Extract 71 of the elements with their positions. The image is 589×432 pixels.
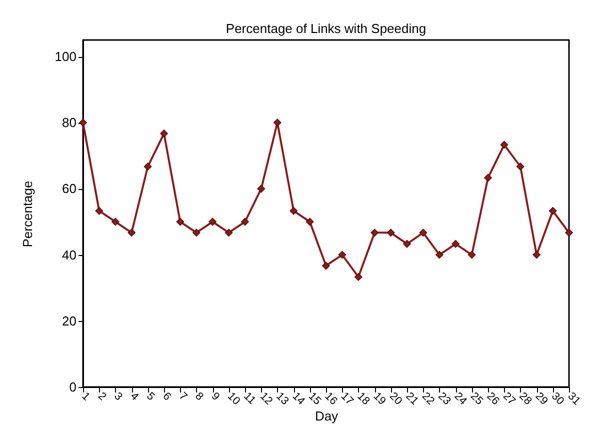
x-tick-label: 11 xyxy=(241,390,258,407)
point xyxy=(322,262,330,270)
point xyxy=(354,273,362,281)
point xyxy=(484,174,492,182)
x-tick-label: 31 xyxy=(565,390,582,408)
x-tick-label: 8 xyxy=(192,390,206,404)
point xyxy=(290,206,298,215)
x-tick-label: 4 xyxy=(128,390,141,404)
point xyxy=(516,162,524,171)
point xyxy=(224,228,233,237)
y-tick-label: 0 xyxy=(69,380,76,394)
point xyxy=(370,228,379,237)
x-tick-label: 23 xyxy=(436,390,453,408)
point xyxy=(500,140,508,149)
point xyxy=(532,250,541,259)
x-tick-label: 3 xyxy=(112,390,124,404)
y-tick-label: 20 xyxy=(62,313,76,328)
x-tick-label: 10 xyxy=(225,390,242,408)
point xyxy=(468,250,476,259)
point xyxy=(419,228,428,237)
point xyxy=(403,240,411,248)
x-tick-label: 18 xyxy=(354,390,372,408)
x-tick-label: 14 xyxy=(290,390,308,408)
x-tick-label: 16 xyxy=(322,390,340,408)
point xyxy=(128,228,136,237)
x-tick-label: 13 xyxy=(274,390,291,408)
point xyxy=(111,218,120,226)
y-tick-label: 100 xyxy=(54,49,76,64)
x-tick-label: 29 xyxy=(532,390,550,408)
point xyxy=(435,250,444,259)
x-tick-label: 19 xyxy=(370,390,388,408)
y-tick-label: 40 xyxy=(62,247,76,262)
x-tick-label: 26 xyxy=(484,390,502,408)
point xyxy=(192,228,200,237)
point xyxy=(452,240,460,248)
x-tick-label: 5 xyxy=(144,390,157,404)
point xyxy=(273,118,282,127)
point xyxy=(160,130,168,138)
point xyxy=(565,228,573,237)
x-tick-label: 7 xyxy=(176,390,190,404)
y-tick-label: 60 xyxy=(62,181,76,196)
point xyxy=(79,118,87,127)
x-tick-label: 25 xyxy=(468,390,486,408)
x-tick-label: 1 xyxy=(79,390,92,404)
point xyxy=(176,218,184,226)
point xyxy=(95,206,104,215)
x-tick-label: 27 xyxy=(500,390,518,408)
y-axis-title: Percentage xyxy=(20,180,35,248)
x-tick-label: 12 xyxy=(257,390,275,408)
x-tick-label: 6 xyxy=(160,390,174,404)
x-tick-label: 20 xyxy=(387,390,404,408)
point xyxy=(144,162,152,171)
y-tick-label: 80 xyxy=(62,115,76,130)
point xyxy=(548,206,557,215)
x-tick-label: 15 xyxy=(306,390,324,408)
x-tick-label: 30 xyxy=(549,390,566,408)
point xyxy=(208,218,217,226)
point xyxy=(257,184,266,193)
x-tick-label: 17 xyxy=(338,390,356,408)
x-tick-label: 9 xyxy=(208,390,222,404)
x-axis-title: Day xyxy=(314,408,339,424)
point xyxy=(306,218,314,226)
x-tick-label: 24 xyxy=(452,390,470,408)
x-tick-label: 22 xyxy=(419,390,437,408)
point xyxy=(386,228,395,237)
x-tick-label: 21 xyxy=(403,390,420,408)
chart-title: Percentage of Links with Speeding xyxy=(226,21,426,36)
x-tick-label: 2 xyxy=(95,390,108,404)
x-tick-label: 28 xyxy=(516,390,534,408)
point xyxy=(241,218,249,226)
point xyxy=(338,250,346,259)
